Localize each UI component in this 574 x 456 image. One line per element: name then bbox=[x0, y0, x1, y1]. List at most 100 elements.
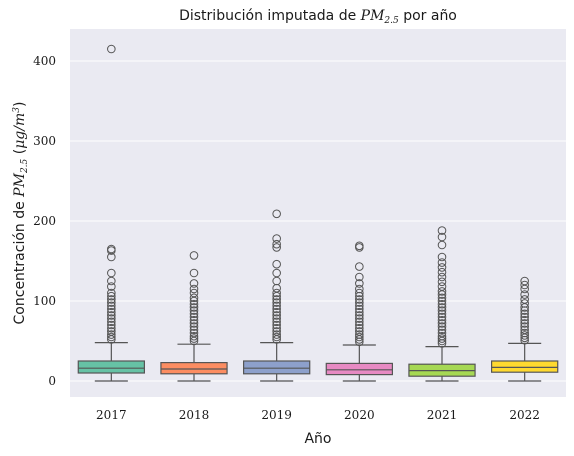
outlier-point bbox=[437, 293, 447, 303]
box-2018 bbox=[160, 251, 228, 382]
outlier-point bbox=[437, 319, 447, 328]
outlier-point bbox=[437, 325, 447, 335]
x-tick-label: 2022 bbox=[509, 408, 540, 422]
title-math-sub: 2.5 bbox=[383, 16, 399, 26]
outlier-point bbox=[107, 298, 116, 307]
box-body bbox=[491, 360, 559, 373]
outlier-point bbox=[189, 319, 199, 328]
outlier-point bbox=[437, 331, 447, 341]
outlier-point bbox=[272, 295, 281, 304]
outlier-point bbox=[520, 276, 529, 286]
outlier-point bbox=[355, 332, 364, 342]
outlier-point bbox=[437, 303, 447, 312]
outlier-point bbox=[437, 299, 447, 309]
outlier-point bbox=[107, 301, 116, 311]
outlier-point bbox=[189, 284, 199, 294]
outlier-point bbox=[189, 331, 199, 341]
outlier-point bbox=[189, 303, 199, 312]
outlier-point bbox=[272, 259, 281, 269]
x-tick-label: 2020 bbox=[344, 408, 375, 422]
outlier-point bbox=[107, 307, 116, 317]
outlier-point bbox=[272, 234, 281, 243]
outlier-point bbox=[107, 268, 116, 278]
box-2021 bbox=[408, 226, 476, 382]
outlier-point bbox=[355, 241, 364, 251]
outlier-point bbox=[355, 288, 364, 298]
outlier-point bbox=[437, 277, 447, 287]
outlier-point bbox=[355, 262, 364, 271]
y-tick-labels: 0 100 200 300 400 bbox=[33, 54, 56, 388]
outlier-point bbox=[520, 312, 529, 322]
box-2020 bbox=[325, 241, 393, 382]
outlier-point bbox=[107, 282, 116, 291]
outlier-point bbox=[520, 280, 529, 290]
box-body bbox=[160, 362, 228, 375]
outlier-point bbox=[272, 268, 281, 278]
outlier-point bbox=[272, 327, 281, 336]
outlier-point bbox=[272, 298, 281, 307]
box-body bbox=[325, 362, 393, 376]
outlier-point bbox=[437, 334, 447, 343]
outlier-point bbox=[272, 317, 281, 327]
outlier-point bbox=[107, 44, 116, 54]
outlier-point bbox=[437, 252, 447, 262]
outlier-point bbox=[189, 299, 199, 309]
outlier-point bbox=[272, 311, 281, 320]
outlier-point bbox=[272, 332, 281, 342]
outlier-point bbox=[520, 328, 529, 338]
outlier-point bbox=[189, 306, 199, 315]
outlier-point bbox=[355, 298, 364, 307]
outlier-point bbox=[355, 284, 364, 294]
outlier-point bbox=[520, 299, 529, 308]
outlier-point bbox=[437, 287, 447, 296]
outlier-point bbox=[107, 327, 116, 336]
outlier-point bbox=[437, 232, 447, 242]
outlier-point bbox=[355, 295, 364, 304]
outlier-point bbox=[107, 304, 116, 314]
y-axis-label: Concentración de PM2.5 (μg/m3) bbox=[12, 102, 30, 325]
outlier-point bbox=[437, 315, 447, 325]
outlier-point bbox=[355, 279, 364, 288]
outlier-point bbox=[520, 315, 529, 325]
outlier-point bbox=[520, 322, 529, 331]
outlier-point bbox=[437, 328, 447, 338]
x-tick-label: 2018 bbox=[179, 408, 210, 422]
outlier-point bbox=[272, 243, 281, 252]
y-tick-label: 0 bbox=[48, 374, 56, 388]
outlier-point bbox=[355, 327, 364, 336]
outlier-point bbox=[272, 323, 281, 333]
outlier-point bbox=[272, 288, 281, 298]
box-body bbox=[77, 360, 146, 374]
outlier-point bbox=[437, 272, 447, 282]
outlier-point bbox=[520, 290, 529, 299]
outlier-point bbox=[355, 314, 364, 323]
outlier-point bbox=[355, 307, 364, 317]
outlier-point bbox=[355, 311, 364, 320]
outlier-point bbox=[520, 319, 529, 328]
outlier-point bbox=[107, 330, 116, 339]
box-2022 bbox=[491, 276, 559, 382]
outlier-point bbox=[437, 267, 447, 277]
y-tick-label: 300 bbox=[33, 134, 56, 148]
outlier-point bbox=[272, 320, 281, 330]
outlier-point bbox=[189, 315, 199, 325]
y-tick-label: 100 bbox=[33, 294, 56, 308]
outlier-point bbox=[189, 251, 199, 260]
x-tick-label: 2019 bbox=[261, 408, 292, 422]
outlier-point bbox=[272, 304, 281, 314]
outlier-point bbox=[189, 279, 199, 288]
outlier-point bbox=[189, 334, 199, 343]
box-2017 bbox=[77, 44, 146, 382]
outlier-point bbox=[189, 293, 199, 303]
outlier-point bbox=[520, 309, 529, 319]
outlier-point bbox=[437, 258, 447, 267]
box-body bbox=[243, 360, 311, 375]
x-tick-label: 2021 bbox=[427, 408, 458, 422]
outlier-point bbox=[272, 239, 281, 249]
outlier-point bbox=[272, 314, 281, 323]
outlier-point bbox=[437, 309, 447, 319]
box-2019 bbox=[243, 209, 311, 382]
x-axis-label: Año bbox=[304, 431, 331, 447]
outlier-point bbox=[107, 311, 116, 320]
